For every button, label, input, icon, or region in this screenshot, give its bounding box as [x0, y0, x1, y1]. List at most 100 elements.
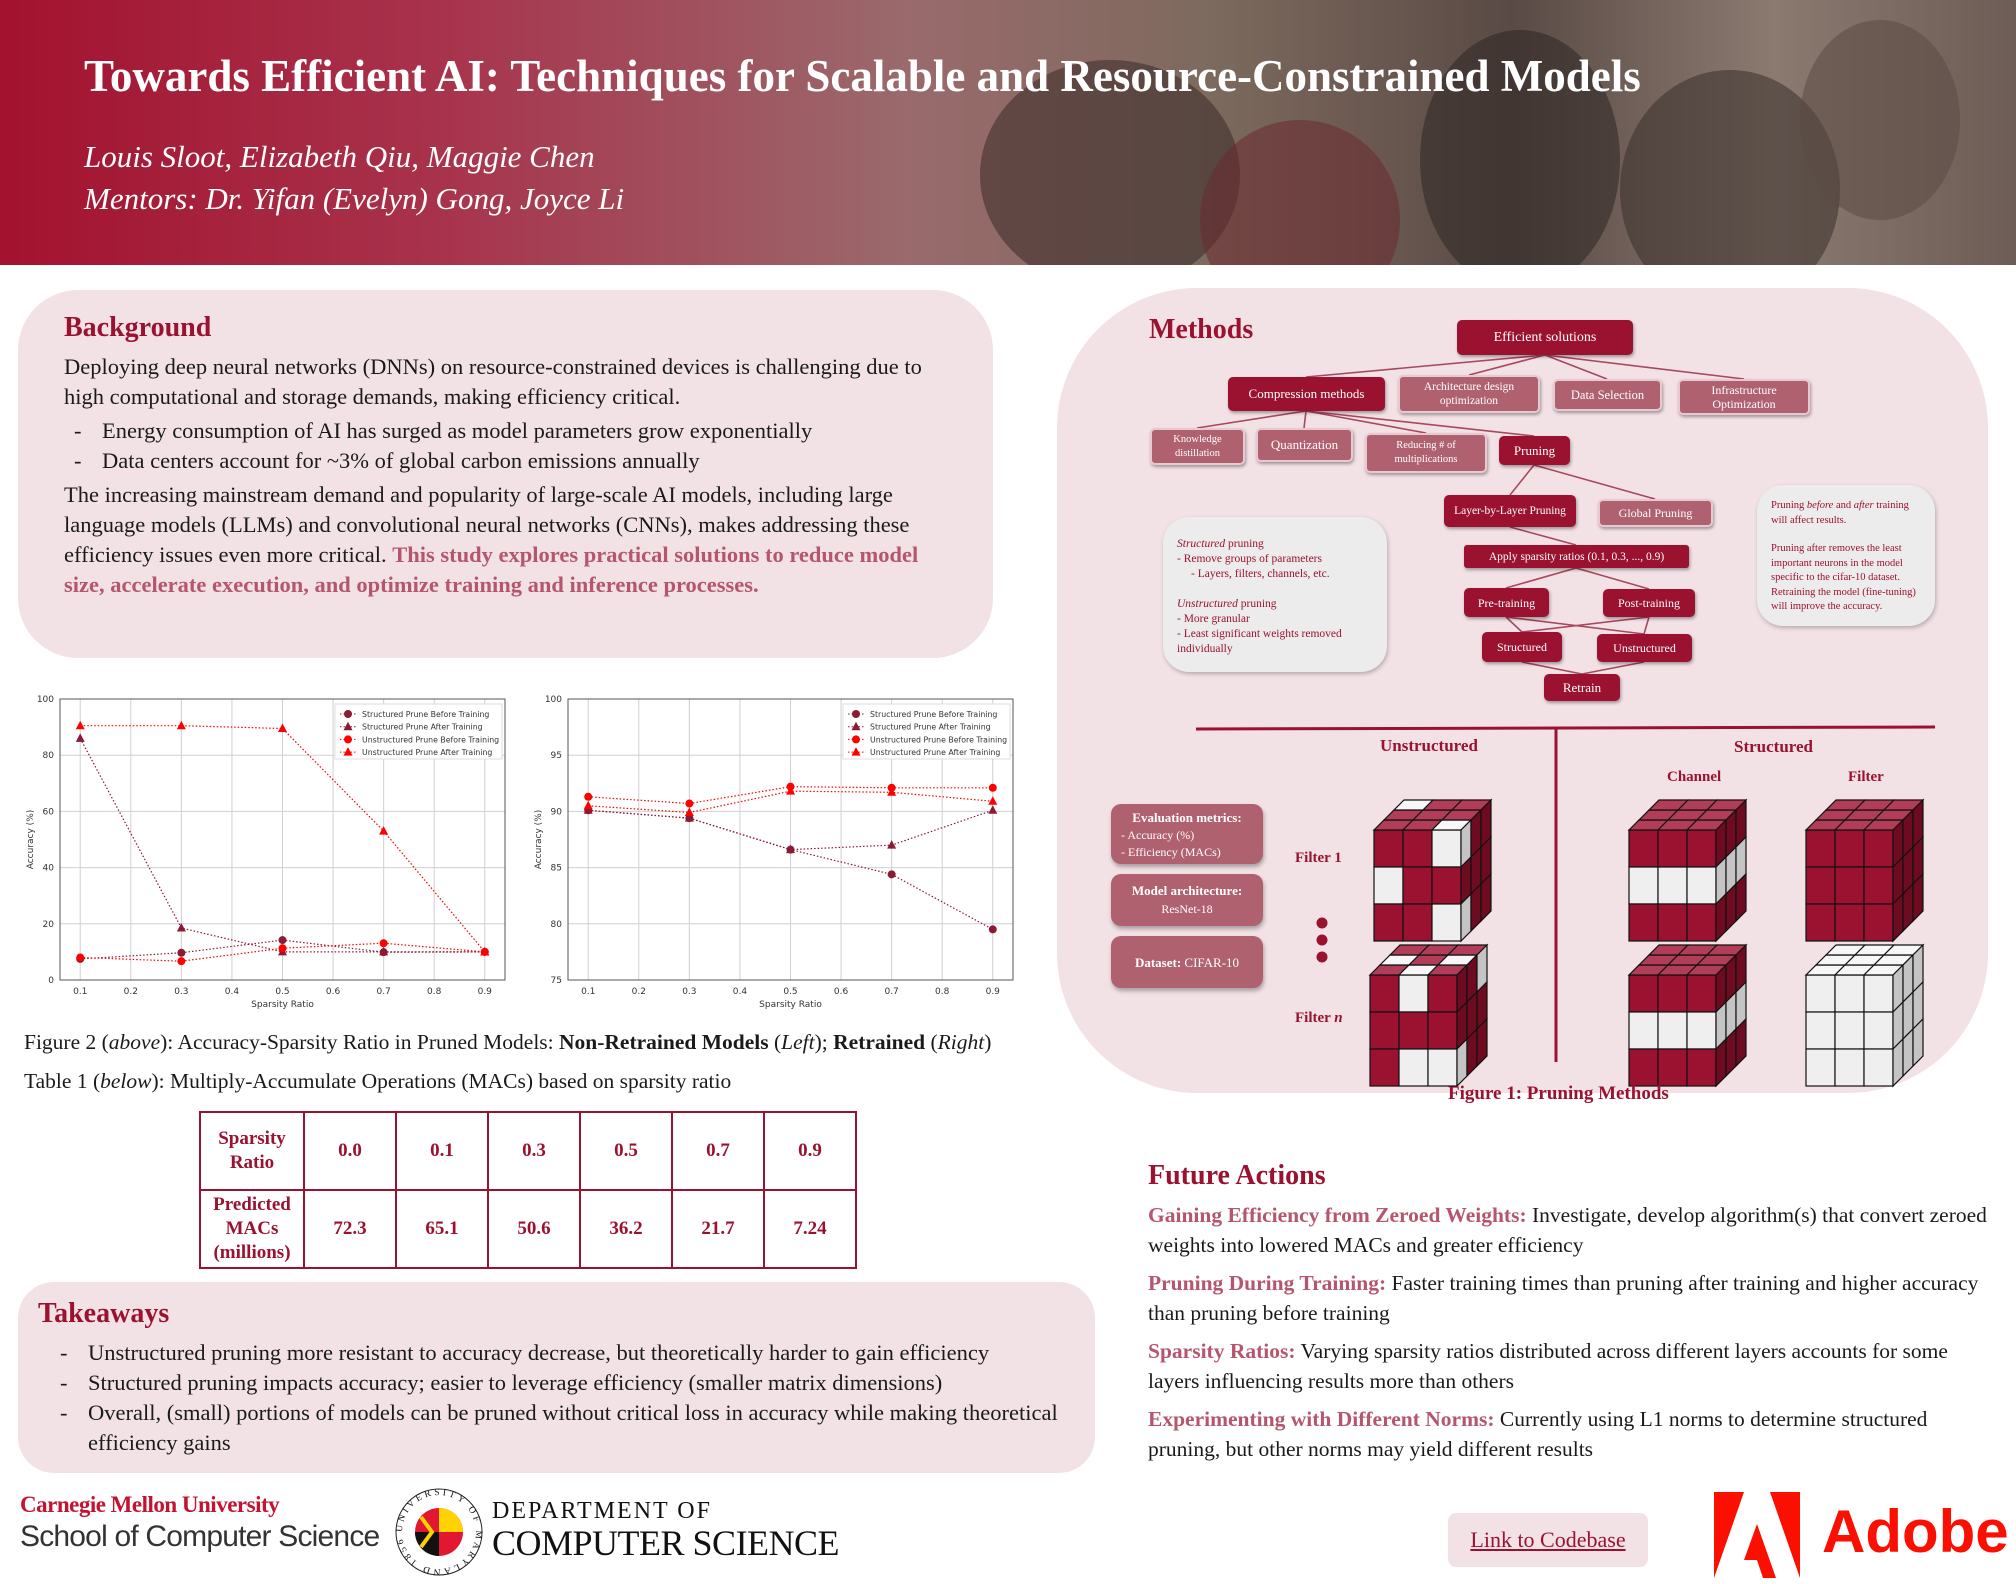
node-efficient-solutions: Efficient solutions	[1457, 320, 1633, 355]
photo-figure	[1420, 30, 1620, 265]
y-tick-label: 60	[43, 807, 55, 817]
cube-side-cell	[1735, 1017, 1747, 1068]
y-tick-label: 75	[551, 976, 562, 986]
photo-figure	[980, 60, 1240, 265]
cube-front-cell	[1431, 866, 1462, 905]
cube-front-cell	[1863, 829, 1894, 868]
codebase-link[interactable]: Link to Codebase	[1448, 1513, 1648, 1567]
note-pruning-types: Structured pruning - Remove groups of pa…	[1163, 517, 1387, 672]
label-unstructured: Unstructured	[1380, 736, 1478, 755]
y-tick-label: 100	[545, 695, 562, 705]
takeaways-section: Takeaways Unstructured pruning more resi…	[18, 1282, 1095, 1473]
cube-side-cell	[1735, 872, 1747, 923]
cube-side-cell	[1912, 1017, 1924, 1068]
background-intro: Deploying deep neural networks (DNNs) on…	[64, 354, 922, 409]
legend-label: Unstructured Prune After Training	[870, 748, 1000, 757]
node-apply-sparsity: Apply sparsity ratios (0.1, 0.3, ..., 0.…	[1464, 545, 1689, 568]
poster-title: Towards Efficient AI: Techniques for Sca…	[84, 51, 1641, 101]
data-point	[583, 800, 593, 810]
series-line	[588, 790, 993, 814]
data-point	[480, 946, 490, 956]
node-quantization: Quantization	[1256, 428, 1353, 462]
legend-label: Unstructured Prune Before Training	[870, 735, 1007, 744]
node-knowledge-distillation: Knowledge distillation	[1150, 428, 1245, 465]
node-unstructured: Unstructured	[1597, 634, 1692, 662]
cube-front-cell	[1628, 866, 1659, 905]
cube-front-cell	[1427, 1011, 1458, 1050]
x-tick-label: 0.6	[834, 987, 849, 997]
cube-front-cell	[1402, 866, 1433, 905]
x-tick-label: 0.1	[581, 987, 595, 997]
x-tick-label: 0.9	[478, 987, 493, 997]
background-heading: Background	[64, 312, 212, 343]
plot-frame	[567, 698, 1014, 981]
label-channel: Channel	[1667, 769, 1722, 785]
cube-front-cell	[1398, 974, 1429, 1013]
node-reducing-multiplications: Reducing # of multiplications	[1365, 433, 1487, 473]
cube-front-cell	[1398, 1048, 1429, 1087]
node-infrastructure-optimization: Infrastructure Optimization	[1678, 379, 1810, 415]
cube-front-cell	[1402, 903, 1433, 942]
cube-front-cell	[1427, 974, 1458, 1013]
cube-front-cell	[1834, 974, 1865, 1013]
cube-channel-filter-n	[1627, 943, 1748, 1088]
label-filter-n: Filter n	[1295, 1010, 1343, 1026]
cube-front-cell	[1805, 1048, 1836, 1087]
eval-metrics-box: Evaluation metrics: - Accuracy (%) - Effic…	[1111, 804, 1263, 864]
legend-marker	[343, 747, 353, 756]
data-point	[75, 733, 85, 742]
label-filter-1: Filter 1	[1295, 850, 1342, 866]
table-cell: 65.1	[395, 1189, 489, 1269]
y-axis-label: Accuracy (%)	[534, 810, 544, 870]
cube-front-cell	[1628, 903, 1659, 942]
figure1-caption: Figure 1: Pruning Methods	[1448, 1083, 1669, 1104]
data-point	[278, 936, 287, 945]
data-point	[786, 844, 795, 854]
background-highlight: This study explores practical solutions …	[64, 542, 919, 597]
label-structured: Structured	[1734, 737, 1814, 756]
node-layer-by-layer-pruning: Layer-by-Layer Pruning	[1444, 495, 1576, 527]
cube-front-cell	[1369, 1011, 1400, 1050]
future-item: Gaining Efficiency from Zeroed Weights: …	[1148, 1203, 1987, 1257]
x-axis-label: Sparsity Ratio	[251, 1000, 314, 1010]
cube-front-cell	[1628, 974, 1659, 1013]
node-retrain: Retrain	[1544, 674, 1620, 701]
y-tick-label: 40	[43, 864, 55, 874]
x-tick-label: 0.9	[986, 987, 1001, 997]
takeaway-item: Structured pruning impacts accuracy; eas…	[60, 1368, 1075, 1398]
future-actions-section: Future Actions Gaining Efficiency from Z…	[1148, 1160, 1988, 1472]
y-tick-label: 95	[551, 751, 562, 761]
cube-front-cell	[1373, 866, 1404, 905]
future-item: Experimenting with Different Norms: Curr…	[1148, 1407, 1928, 1461]
legend-marker	[343, 721, 353, 731]
x-tick-label: 0.1	[73, 987, 87, 997]
cube-front-cell	[1657, 1048, 1688, 1087]
takeaway-item: Unstructured pruning more resistant to a…	[60, 1338, 1075, 1368]
photo-figure	[1800, 20, 1960, 220]
cube-front-cell	[1863, 974, 1894, 1013]
table-cell: 0.0	[303, 1111, 397, 1191]
dataset-box: Dataset: CIFAR-10	[1111, 936, 1263, 988]
data-point	[278, 723, 287, 733]
chart-non-retrained: 0.1 0.2 0.3 0.4 0.5 0.6 0.7 0.8 0.9 0 20 40 60 80 100 S…	[26, 695, 506, 1010]
data-point	[988, 925, 997, 934]
cube-front-cell	[1431, 829, 1462, 868]
data-point	[685, 799, 694, 808]
x-tick-label: 0.2	[632, 987, 646, 997]
cube-front-cell	[1686, 829, 1717, 868]
legend-marker	[851, 747, 861, 756]
cube-front-cell	[1398, 1011, 1429, 1050]
legend-label: Structured Prune Before Training	[870, 710, 997, 719]
cube-front-cell	[1369, 1048, 1400, 1087]
table-cell: 7.24	[763, 1189, 857, 1269]
cube-front-cell	[1628, 1048, 1659, 1087]
data-point	[988, 796, 998, 805]
plot-frame	[59, 698, 506, 981]
legend-label: Unstructured Prune Before Training	[362, 735, 499, 744]
cube-front-cell	[1805, 866, 1836, 905]
ellipsis-dots-icon	[1316, 917, 1328, 963]
cube-front-cell	[1373, 903, 1404, 942]
x-tick-label: 0.6	[326, 987, 341, 997]
x-tick-label: 0.7	[376, 987, 390, 997]
y-tick-label: 80	[551, 920, 563, 930]
